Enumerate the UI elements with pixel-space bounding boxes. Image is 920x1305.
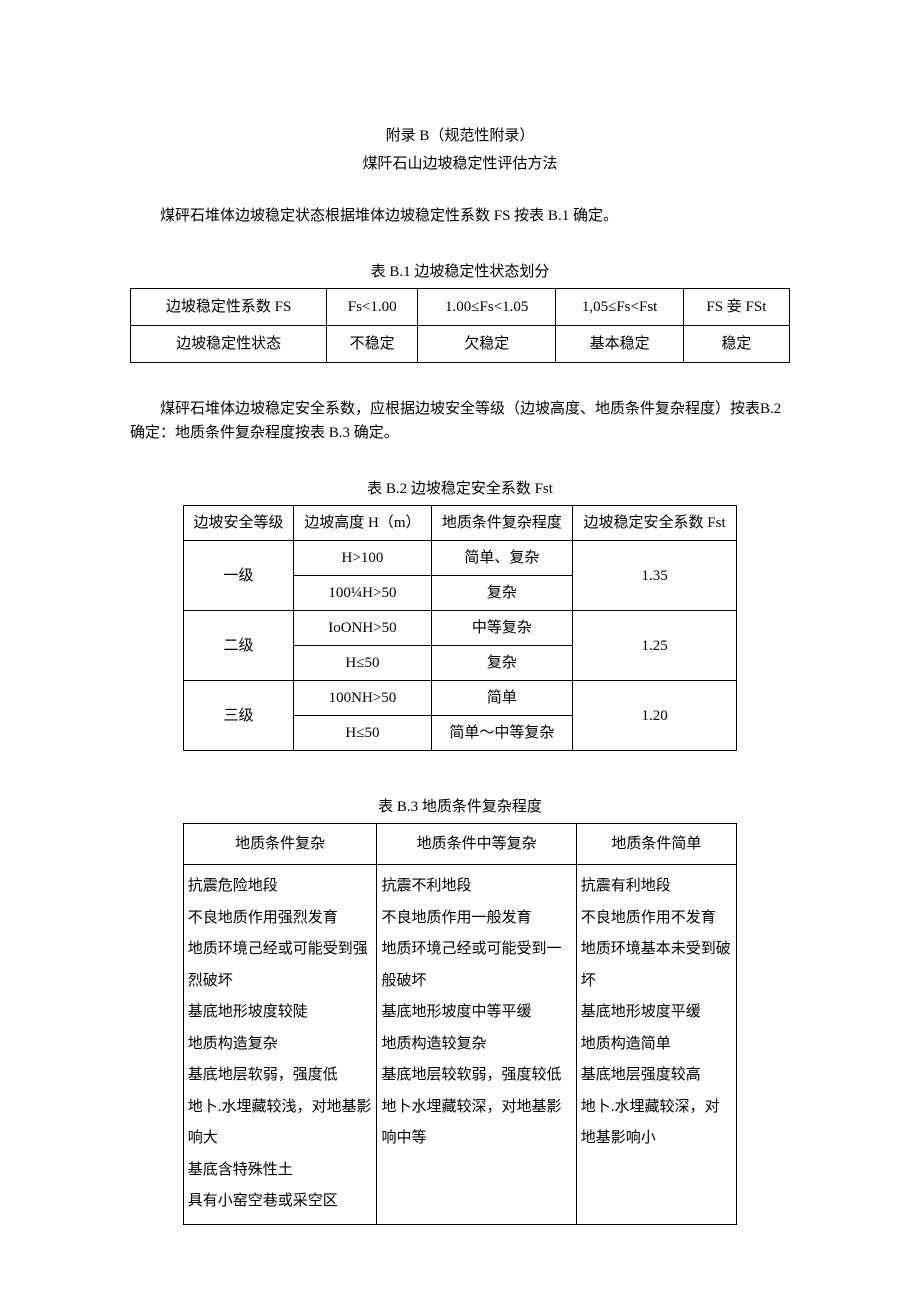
col-header: 地质条件复杂程度 [431, 506, 572, 541]
paragraph-1: 煤砰石堆体边坡稳定状态根据堆体边坡稳定性系数 FS 按表 B.1 确定。 [130, 204, 790, 228]
cell: 1.20 [573, 681, 737, 751]
col-header: 边坡安全等级 [183, 506, 293, 541]
table-row: 边坡安全等级 边坡高度 H（m） 地质条件复杂程度 边坡稳定安全系数 Fst [183, 506, 736, 541]
table-row: 边坡稳定性系数 FS Fs<1.00 1.00≤Fs<1.05 1,05≤Fs<… [131, 289, 790, 326]
cell: 简单、复杂 [431, 541, 572, 576]
table-row: 抗震危险地段不良地质作用强烈发育地质环境己经或可能受到强烈破坏基底地形坡度较陡地… [183, 865, 736, 1225]
cell-text: 抗震危险地段不良地质作用强烈发育地质环境己经或可能受到强烈破坏基底地形坡度较陡地… [188, 871, 373, 1218]
table-row: 二级 IoONH>50 中等复杂 1.25 [183, 611, 736, 646]
cell: 边坡稳定性系数 FS [131, 289, 327, 326]
cell: 1.25 [573, 611, 737, 681]
appendix-title: 煤阡石山边坡稳定性评估方法 [130, 152, 790, 176]
cell: 稳定 [683, 326, 789, 363]
cell: 100¼H>50 [294, 576, 431, 611]
cell: 100NH>50 [294, 681, 431, 716]
cell: 欠稳定 [418, 326, 556, 363]
cell: 简单～中等复杂 [431, 716, 572, 751]
cell: 中等复杂 [431, 611, 572, 646]
cell: 不稳定 [327, 326, 418, 363]
table-row: 边坡稳定性状态 不稳定 欠稳定 基本稳定 稳定 [131, 326, 790, 363]
col-header: 地质条件简单 [576, 824, 737, 865]
cell: 1,05≤Fs<Fst [556, 289, 683, 326]
col-header: 边坡稳定安全系数 Fst [573, 506, 737, 541]
cell: 复杂 [431, 576, 572, 611]
cell: FS 妾 FSt [683, 289, 789, 326]
cell-text: 抗震有利地段不良地质作用不发育地质环境基本未受到破坏基底地形坡度平缓地质构造简单… [581, 871, 733, 1155]
table1-caption: 表 B.1 边坡稳定性状态划分 [130, 260, 790, 284]
table-b2: 边坡安全等级 边坡高度 H（m） 地质条件复杂程度 边坡稳定安全系数 Fst 一… [183, 505, 737, 751]
table-row: 一级 H>100 简单、复杂 1.35 [183, 541, 736, 576]
paragraph-2: 煤砰石堆体边坡稳定安全系数，应根据边坡安全等级（边坡高度、地质条件复杂程度）按表… [130, 397, 790, 445]
cell-text: 抗震不利地段不良地质作用一般发育地质环境己经或可能受到一般破坏基底地形坡度中等平… [381, 871, 571, 1155]
table-row: 三级 100NH>50 简单 1.20 [183, 681, 736, 716]
cell: 复杂 [431, 646, 572, 681]
cell: IoONH>50 [294, 611, 431, 646]
table-row: 地质条件复杂 地质条件中等复杂 地质条件简单 [183, 824, 736, 865]
cell: H>100 [294, 541, 431, 576]
cell: 1.00≤Fs<1.05 [418, 289, 556, 326]
cell: 基本稳定 [556, 326, 683, 363]
cell: 1.35 [573, 541, 737, 611]
cell: 抗震有利地段不良地质作用不发育地质环境基本未受到破坏基底地形坡度平缓地质构造简单… [576, 865, 737, 1225]
cell: H≤50 [294, 646, 431, 681]
cell: 一级 [183, 541, 293, 611]
table3-caption: 表 B.3 地质条件复杂程度 [130, 795, 790, 819]
cell: 三级 [183, 681, 293, 751]
table-b1: 边坡稳定性系数 FS Fs<1.00 1.00≤Fs<1.05 1,05≤Fs<… [130, 288, 790, 363]
cell: 简单 [431, 681, 572, 716]
table2-caption: 表 B.2 边坡稳定安全系数 Fst [130, 477, 790, 501]
cell: 抗震不利地段不良地质作用一般发育地质环境己经或可能受到一般破坏基底地形坡度中等平… [377, 865, 576, 1225]
col-header: 边坡高度 H（m） [294, 506, 431, 541]
table-b3: 地质条件复杂 地质条件中等复杂 地质条件简单 抗震危险地段不良地质作用强烈发育地… [183, 823, 737, 1225]
cell: Fs<1.00 [327, 289, 418, 326]
cell: H≤50 [294, 716, 431, 751]
cell: 边坡稳定性状态 [131, 326, 327, 363]
cell: 抗震危险地段不良地质作用强烈发育地质环境己经或可能受到强烈破坏基底地形坡度较陡地… [183, 865, 377, 1225]
col-header: 地质条件中等复杂 [377, 824, 576, 865]
col-header: 地质条件复杂 [183, 824, 377, 865]
appendix-label: 附录 B（规范性附录） [130, 124, 790, 148]
cell: 二级 [183, 611, 293, 681]
